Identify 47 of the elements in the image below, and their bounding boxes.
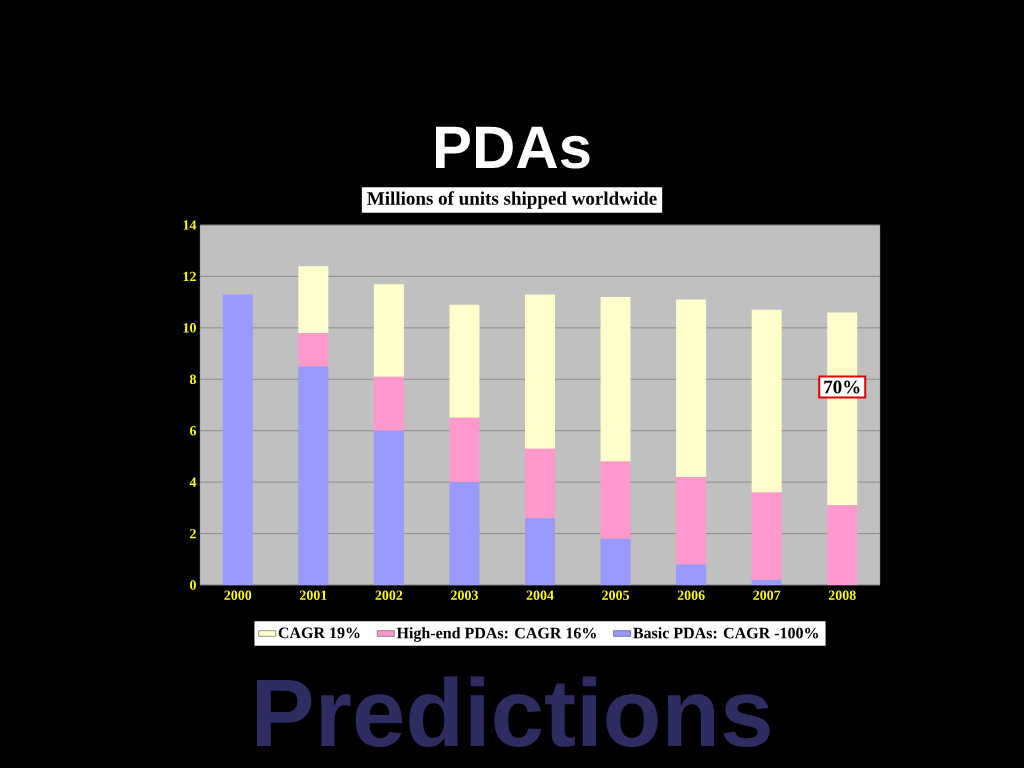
bar [373, 376, 404, 431]
legend-label: High-end PDAs: CAGR 16% [396, 627, 596, 642]
bar [449, 417, 480, 483]
chart-subtitle: Millions of units shipped worldwide [367, 191, 657, 209]
bar [298, 332, 329, 367]
text: Predictions [257, 676, 770, 747]
bar [676, 477, 707, 565]
y-tick-label: 6 [189, 426, 197, 436]
x-tick-label: 2000 [224, 590, 252, 600]
x-tick-label: 2007 [753, 590, 781, 600]
x-tick-label: 2004 [526, 590, 554, 600]
chart-title: PDAs [436, 126, 590, 169]
bar [600, 296, 631, 462]
y-tick-label: 4 [189, 477, 197, 487]
x-tick-label: 2005 [602, 590, 630, 600]
bar [298, 366, 329, 585]
bar [525, 448, 556, 519]
legend-label: Basic PDAs: CAGR -100% [633, 627, 819, 639]
bar [449, 304, 480, 418]
x-tick-label: 2006 [677, 590, 705, 600]
y-tick-label: 8 [189, 374, 197, 385]
y-tick-label: 2 [190, 528, 196, 539]
bar [600, 461, 631, 539]
x-tick-label: 2002 [375, 590, 403, 600]
y-tick-label: 0 [190, 580, 196, 590]
bar [751, 492, 782, 580]
bar [676, 564, 707, 585]
x-tick-label: 2001 [299, 590, 327, 600]
bar [373, 284, 404, 377]
y-tick-label: 14 [183, 220, 197, 230]
bar [449, 482, 480, 585]
bar [600, 538, 631, 585]
bar [222, 294, 253, 585]
y-tick-label: 10 [183, 323, 196, 333]
annotation: 70% [824, 380, 860, 394]
bar [525, 518, 556, 585]
y-tick-label: 12 [183, 271, 196, 282]
bar [373, 430, 404, 585]
bar [751, 579, 782, 585]
bar [676, 299, 707, 477]
x-tick-label: 2008 [828, 590, 856, 600]
bar [827, 505, 858, 585]
legend-label: CAGR 19% [278, 627, 360, 639]
bar [751, 309, 782, 493]
x-tick-label: 2003 [451, 590, 478, 600]
bar [298, 266, 329, 333]
bar [525, 294, 556, 449]
